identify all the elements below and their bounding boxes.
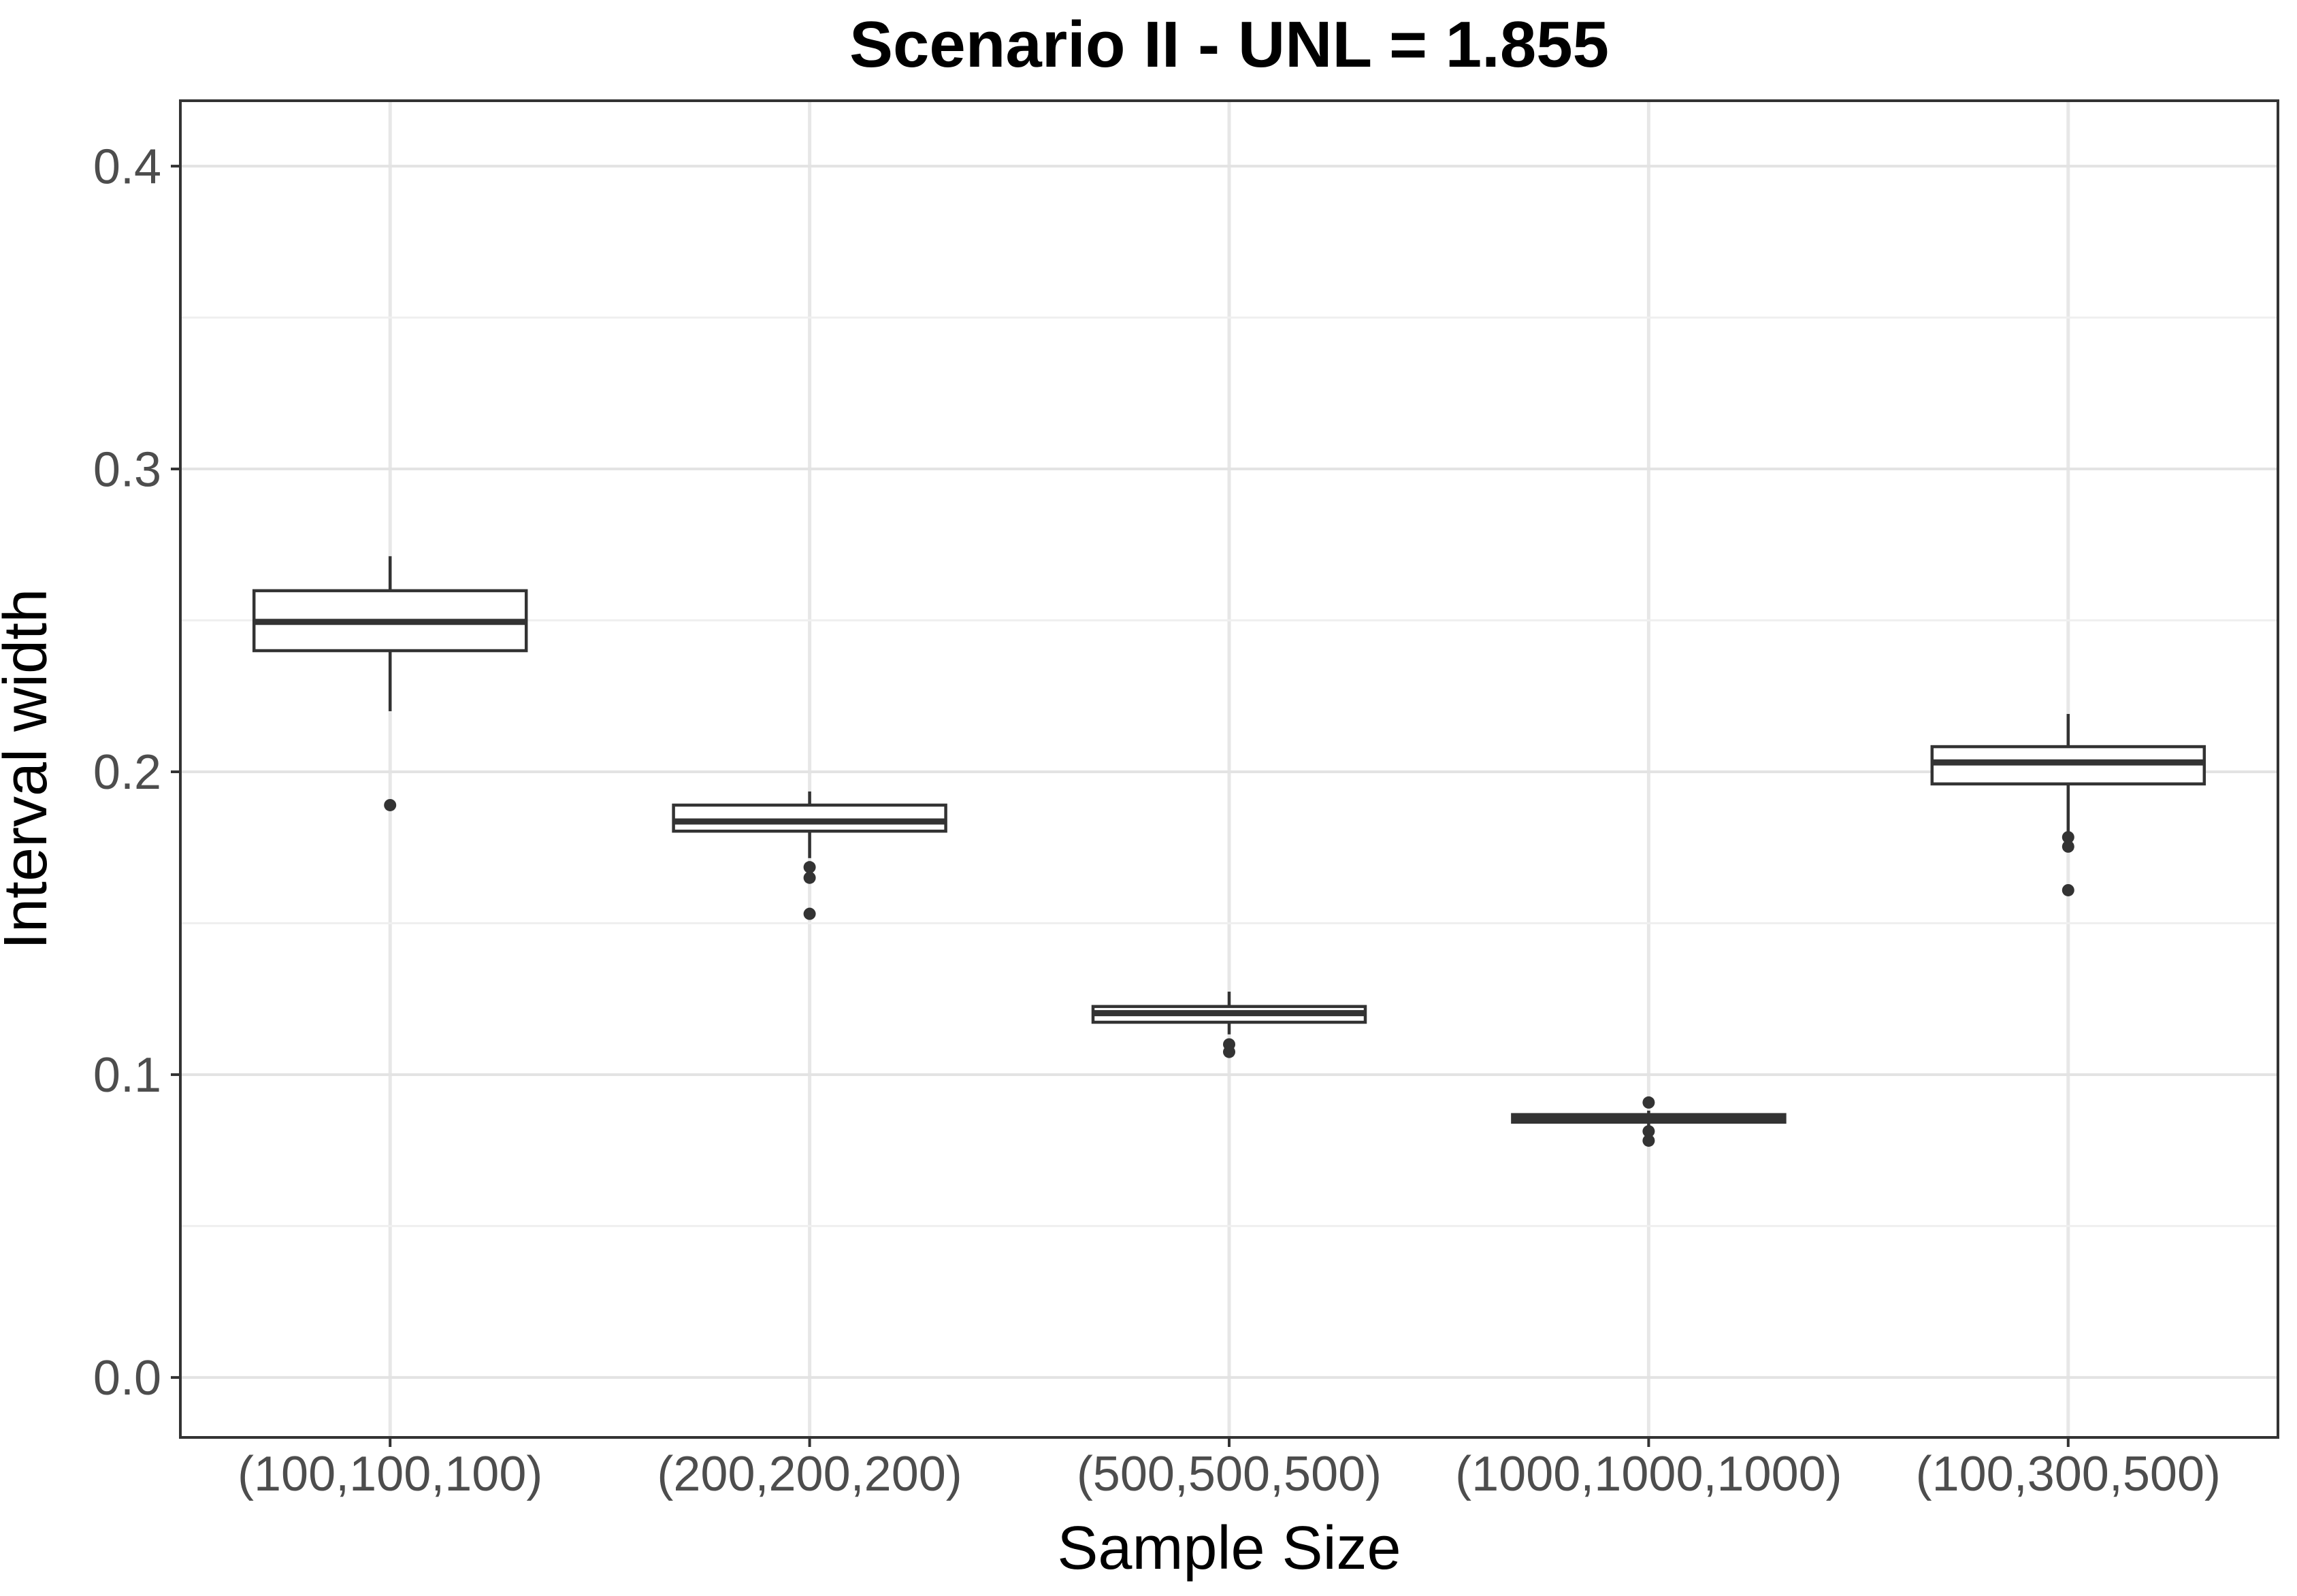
outlier-point: [2062, 831, 2074, 844]
boxplot-3: [1091, 992, 1367, 1058]
x-tick-label: (1000,1000,1000): [1455, 1447, 1842, 1501]
boxplot-1: [252, 556, 528, 811]
x-tick-label: (100,300,500): [1916, 1447, 2221, 1501]
outlier-point: [803, 907, 816, 920]
x-tick-label: (500,500,500): [1077, 1447, 1382, 1501]
boxplot-2: [672, 791, 947, 920]
y-tick-label: 0.3: [93, 442, 161, 497]
outlier-point: [1642, 1134, 1655, 1147]
outlier-point: [384, 798, 397, 811]
x-tick-label: (100,100,100): [238, 1447, 542, 1501]
y-tick-label: 0.4: [93, 140, 161, 194]
y-tick-label: 0.2: [93, 745, 161, 800]
outlier-point: [1642, 1125, 1655, 1138]
x-axis-title: Sample Size: [1057, 1514, 1401, 1582]
outlier-point: [1223, 1045, 1235, 1058]
y-axis-title: Interval width: [0, 589, 60, 949]
y-tick-label: 0.0: [93, 1351, 161, 1405]
chart-title: Scenario II - UNL = 1.855: [849, 8, 1609, 81]
x-tick-label: (200,200,200): [657, 1447, 962, 1501]
boxplot-5: [1930, 714, 2206, 896]
outlier-point: [1642, 1096, 1655, 1109]
outlier-point: [2062, 883, 2074, 896]
outlier-point: [803, 861, 816, 874]
generated-chart-layers: 0.0 0.1 0.2 0.3 0.4 (100,100,100) (200,200,200…: [93, 99, 2279, 1501]
box-rect: [672, 803, 947, 833]
outlier-point: [2062, 840, 2074, 853]
boxplot-4: [1511, 1096, 1787, 1147]
outlier-point: [803, 871, 816, 884]
y-tick-label: 0.1: [93, 1048, 161, 1103]
